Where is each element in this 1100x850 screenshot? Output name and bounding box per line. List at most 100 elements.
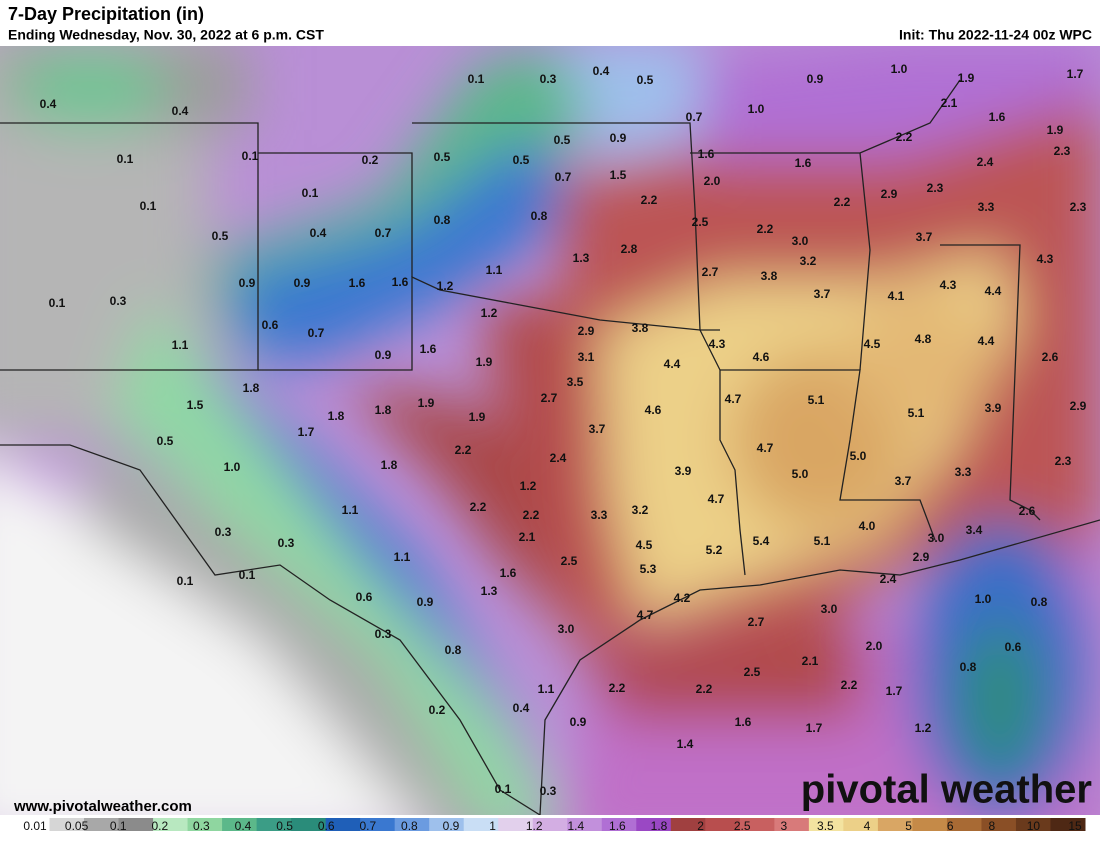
map-value-label: 0.2	[429, 703, 446, 717]
legend-label: 0.01	[23, 819, 47, 833]
map-value-label: 3.8	[761, 269, 778, 283]
legend-swatch	[15, 818, 51, 831]
map-value-label: 0.3	[375, 627, 392, 641]
map-value-label: 1.3	[481, 584, 498, 598]
map-value-label: 1.9	[418, 396, 435, 410]
map-value-label: 0.8	[434, 213, 451, 227]
map-value-label: 1.2	[437, 279, 454, 293]
map-value-label: 2.3	[927, 181, 944, 195]
map-value-label: 0.5	[637, 73, 654, 87]
map-value-label: 0.5	[554, 133, 571, 147]
map-value-label: 1.5	[610, 168, 627, 182]
init-time: Init: Thu 2022-11-24 00z WPC	[899, 27, 1092, 43]
map-value-label: 2.9	[1070, 399, 1087, 413]
map-value-label: 1.6	[989, 110, 1006, 124]
legend-swatch	[808, 818, 844, 831]
map-value-label: 1.3	[573, 251, 590, 265]
map-value-label: 1.8	[243, 381, 260, 395]
map-value-label: 2.2	[841, 678, 858, 692]
map-value-label: 3.7	[916, 230, 933, 244]
map-value-label: 2.7	[748, 615, 765, 629]
map-value-label: 4.3	[940, 278, 957, 292]
map-value-label: 1.1	[538, 682, 555, 696]
map-value-label: 1.2	[481, 306, 498, 320]
map-value-label: 5.3	[640, 562, 657, 576]
map-value-label: 1.8	[375, 403, 392, 417]
map-value-label: 0.9	[375, 348, 392, 362]
map-value-label: 0.5	[157, 434, 174, 448]
map-value-label: 2.2	[896, 130, 913, 144]
legend-label: 0.8	[401, 819, 418, 833]
map-value-label: 5.0	[850, 449, 867, 463]
map-value-label: 1.9	[958, 71, 975, 85]
map-value-label: 1.9	[469, 410, 486, 424]
map-value-label: 2.5	[692, 215, 709, 229]
map-value-label: 0.8	[531, 209, 548, 223]
map-value-label: 1.7	[1067, 67, 1084, 81]
legend-label: 0.9	[443, 819, 460, 833]
map-value-label: 0.7	[686, 110, 703, 124]
legend-swatch	[1050, 818, 1086, 831]
map-value-label: 4.3	[1037, 252, 1054, 266]
precip-field	[0, 46, 1100, 815]
map-value-label: 3.0	[928, 531, 945, 545]
borders	[0, 79, 1100, 815]
legend-label: 15	[1068, 819, 1082, 833]
legend-swatch	[567, 818, 603, 831]
map-value-label: 1.7	[298, 425, 315, 439]
legend: 0.01 0.05 0.1 0.2 0.3 0.4 0.5 0.6 0.7 0.8 0.9 1 1.2 1…	[15, 818, 1086, 833]
map-value-label: 1.0	[748, 102, 765, 116]
map-value-label: 2.9	[881, 187, 898, 201]
header-bg	[0, 0, 1100, 46]
map-value-label: 0.9	[610, 131, 627, 145]
legend-swatch	[49, 818, 85, 831]
map-value-label: 0.1	[117, 152, 134, 166]
map-value-label: 4.4	[664, 357, 681, 371]
map-value-label: 2.5	[561, 554, 578, 568]
legend-label: 3.5	[817, 819, 834, 833]
map-value-label: 3.7	[895, 474, 912, 488]
map-value-label: 1.6	[795, 156, 812, 170]
legend-label: 5	[905, 819, 912, 833]
map-value-label: 3.0	[792, 234, 809, 248]
map-value-label: 4.4	[985, 284, 1002, 298]
map-value-label: 2.2	[696, 682, 713, 696]
map-value-label: 1.4	[677, 737, 694, 751]
website: www.pivotalweather.com	[13, 798, 192, 815]
legend-label: 0.05	[65, 819, 89, 833]
legend-swatch	[636, 818, 672, 831]
map-value-label: 3.4	[966, 523, 983, 537]
map-value-label: 0.9	[294, 276, 311, 290]
map-value-label: 0.4	[40, 97, 57, 111]
legend-swatch	[291, 818, 327, 831]
map-value-label: 2.4	[550, 451, 567, 465]
map-value-label: 0.1	[302, 186, 319, 200]
map-value-label: 2.0	[866, 639, 883, 653]
map-value-label: 2.4	[977, 155, 994, 169]
map-value-label: 0.8	[1031, 595, 1048, 609]
legend-swatch	[601, 818, 637, 831]
map-value-label: 2.2	[641, 193, 658, 207]
map-value-label: 2.2	[523, 508, 540, 522]
map-value-label: 0.9	[570, 715, 587, 729]
map-value-label: 3.9	[985, 401, 1002, 415]
legend-swatch	[774, 818, 810, 831]
map-value-label: 3.2	[800, 254, 817, 268]
map-value-label: 0.6	[356, 590, 373, 604]
map-value-label: 0.1	[49, 296, 66, 310]
map-value-label: 4.0	[859, 519, 876, 533]
map-value-label: 0.3	[540, 72, 557, 86]
legend-swatch	[739, 818, 775, 831]
map-value-label: 3.0	[821, 602, 838, 616]
legend-swatch	[912, 818, 948, 831]
map-value-label: 3.3	[955, 465, 972, 479]
map-value-label: 0.3	[110, 294, 127, 308]
map-value-label: 0.9	[239, 276, 256, 290]
map-value-label: 3.5	[567, 375, 584, 389]
map-value-label: 1.5	[187, 398, 204, 412]
map-value-label: 0.3	[540, 784, 557, 798]
map-value-label: 4.7	[725, 392, 742, 406]
title: 7-Day Precipitation (in)	[8, 4, 204, 24]
legend-swatch	[946, 818, 982, 831]
legend-label: 1	[489, 819, 496, 833]
